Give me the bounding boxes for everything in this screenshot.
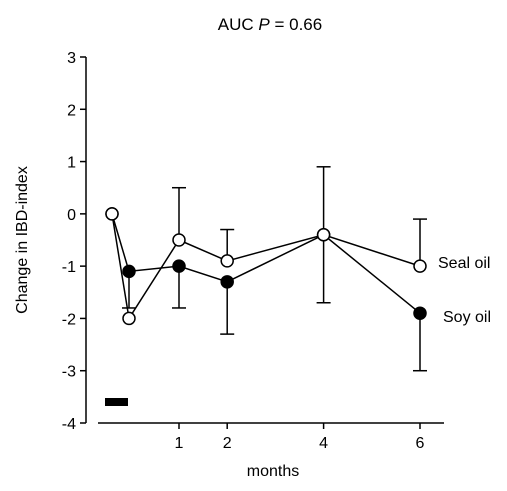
treatment-period-marker [105, 398, 128, 406]
error-bars [122, 166, 427, 372]
soy-oil-point [122, 264, 136, 279]
y-tick-label: 1 [67, 155, 76, 172]
series-line-soy-oil [111, 213, 421, 314]
y-tick-label: -1 [62, 259, 76, 276]
x-axis: 1 2 4 6 [98, 422, 444, 452]
seal-oil-point [316, 228, 331, 242]
y-tick-label: -2 [62, 311, 76, 328]
series-label-seal-oil: Seal oil [438, 255, 490, 272]
seal-oil-point [220, 254, 234, 268]
soy-oil-point [220, 275, 234, 289]
y-tick-label: -3 [62, 364, 76, 381]
y-tick-label: 0 [67, 207, 76, 224]
x-tick-label: 2 [223, 435, 232, 452]
x-axis-title: months [247, 463, 299, 480]
y-tick-label: 2 [67, 102, 76, 119]
chart-title: AUC P = 0.66 [218, 15, 322, 34]
series-label-soy-oil: Soy oil [443, 309, 491, 326]
series-line-seal-oil [111, 213, 421, 321]
seal-oil-point [172, 233, 186, 247]
data-markers [105, 207, 427, 326]
seal-oil-point [122, 311, 136, 326]
y-tick-label: 3 [67, 50, 76, 67]
seal-oil-point [105, 207, 119, 221]
x-tick-label: 1 [175, 435, 184, 452]
series-lines [111, 213, 421, 321]
y-axis-title: Change in IBD-index [14, 166, 31, 314]
seal-oil-point [413, 259, 427, 273]
x-tick-label: 4 [319, 435, 328, 452]
x-tick-label: 6 [416, 435, 425, 452]
y-tick-label: -4 [62, 416, 76, 433]
soy-oil-point [172, 259, 186, 273]
soy-oil-point [413, 306, 427, 320]
y-axis: 3 2 1 0 -1 -2 -3 -4 [62, 50, 87, 433]
